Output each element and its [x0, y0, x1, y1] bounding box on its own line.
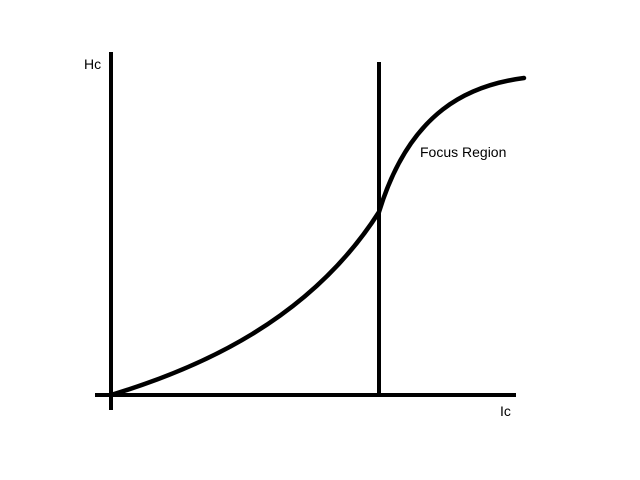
y-axis-label: Hc: [84, 56, 102, 72]
focus-region-label: Focus Region: [420, 144, 507, 160]
x-axis-label: Ic: [500, 403, 511, 419]
response-curve: [108, 75, 527, 398]
